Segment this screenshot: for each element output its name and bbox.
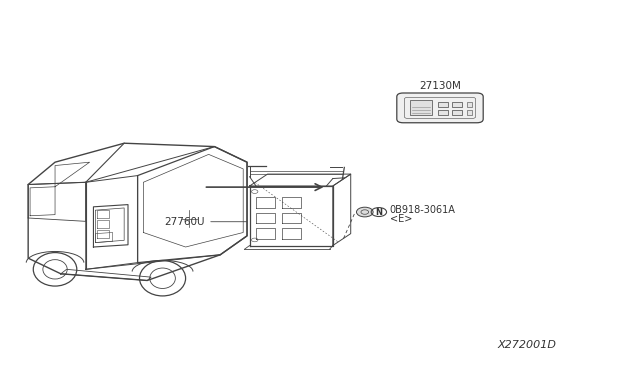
Text: N: N (376, 208, 382, 217)
Bar (467, 102, 472, 107)
Circle shape (356, 207, 373, 217)
Bar (410, 100, 432, 115)
Bar (452, 110, 462, 115)
Text: X272001D: X272001D (498, 340, 557, 350)
Text: 27760U: 27760U (164, 217, 205, 227)
FancyBboxPatch shape (397, 93, 483, 123)
Text: 0B918-3061A: 0B918-3061A (389, 205, 455, 215)
Text: 27130M: 27130M (419, 81, 461, 91)
Bar (467, 110, 472, 115)
Bar (452, 102, 462, 107)
Bar (438, 102, 448, 107)
Text: <E>: <E> (390, 215, 413, 224)
Bar (438, 110, 448, 115)
